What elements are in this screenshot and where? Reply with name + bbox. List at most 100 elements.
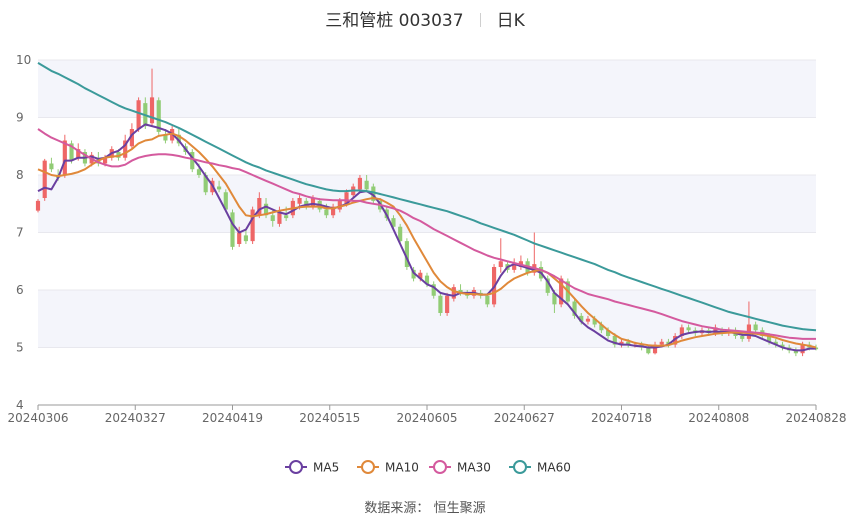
candle-body [559,278,564,305]
title-separator [479,13,481,27]
y-tick-label: 8 [16,168,24,182]
candle-body [612,336,617,345]
legend-label: MA60 [537,461,571,475]
candle-body [545,278,550,293]
candle-body [713,327,718,334]
candle-body [686,327,691,331]
candle-body [76,149,81,158]
candle [404,238,409,270]
candle [780,341,785,351]
candle-body [203,175,208,193]
candle [793,347,798,357]
candle-body [62,140,67,175]
candle-body [42,160,47,198]
x-tick-label: 20240627 [494,411,555,425]
x-tick-label: 20240718 [591,411,652,425]
grid-band [38,175,816,233]
candle-body [49,163,54,170]
y-tick-label: 9 [16,111,24,125]
period-tab[interactable]: 日K [496,11,525,31]
candle-body [652,344,658,354]
candle-body [418,272,423,279]
candle [42,158,47,201]
candle-body [304,200,309,207]
candle [431,281,436,299]
x-tick-label: 20240828 [785,411,846,425]
candle [572,298,577,319]
candle [230,209,235,250]
legend-marker [513,460,527,474]
x-tick-label: 20240605 [396,411,457,425]
candle-body [552,292,557,305]
y-tick-label: 7 [16,226,24,240]
candle-body [257,198,262,216]
candle-body [284,215,289,219]
candle-body [35,200,41,211]
candle [646,344,651,355]
y-tick-label: 4 [16,398,24,412]
legend-item-ma30[interactable]: MA30 [429,460,491,475]
candle [398,223,403,244]
candle-body [404,241,409,267]
legend-item-ma5[interactable]: MA5 [285,460,339,475]
candle-body [243,235,248,242]
candle-body [149,97,155,124]
candle-body [129,129,134,147]
candle [619,338,624,348]
ma10-line [37,132,817,349]
candle-body [451,287,456,299]
candle-body [297,198,302,204]
legend-label: MA10 [385,461,419,475]
candle-body [666,341,671,345]
y-tick-label: 6 [16,283,24,297]
candle [223,189,228,213]
candle-body [344,192,349,204]
candle [512,258,517,273]
candle [371,183,376,204]
candle-body [310,198,316,207]
candle-body [223,192,228,210]
candle-body [230,212,235,247]
legend-item-ma60[interactable]: MA60 [509,460,571,475]
candle [237,226,242,247]
candle-body [250,209,255,242]
candle-body [773,341,778,345]
ma5-line [37,123,816,352]
candle-body [270,215,275,221]
candle-body [498,261,503,267]
candle-body [512,264,517,270]
legend-label: MA5 [313,461,339,475]
candle [357,175,363,193]
candle [753,321,758,334]
candle-body [116,152,121,158]
candle-body [431,284,436,296]
candle-body [337,200,342,210]
candle [217,180,222,193]
candle [411,267,416,282]
candle [673,333,678,348]
kline-chart: 4 5 6 7 8 9 10 20240306 20240327 20240419 20240515… [7,53,846,475]
candle [331,203,336,219]
candle-body [324,209,329,216]
candle-body [411,269,416,279]
candle [136,97,141,132]
candle [686,324,691,334]
grid-band [38,290,816,348]
candle-body [69,143,74,161]
candle-body [592,318,597,325]
candle-body [646,347,651,354]
candle-body [659,341,664,345]
candle-body [190,152,195,170]
candle-body [331,206,336,216]
legend-item-ma10[interactable]: MA10 [357,460,419,475]
candle-body [740,336,745,339]
candle [438,292,443,316]
candle [176,129,181,147]
candle-body [793,350,798,354]
candle-body [766,336,772,342]
x-tick-label: 20240306 [7,411,68,425]
y-tick-label: 10 [16,53,31,67]
candle [190,149,195,173]
candle-body [619,341,624,345]
